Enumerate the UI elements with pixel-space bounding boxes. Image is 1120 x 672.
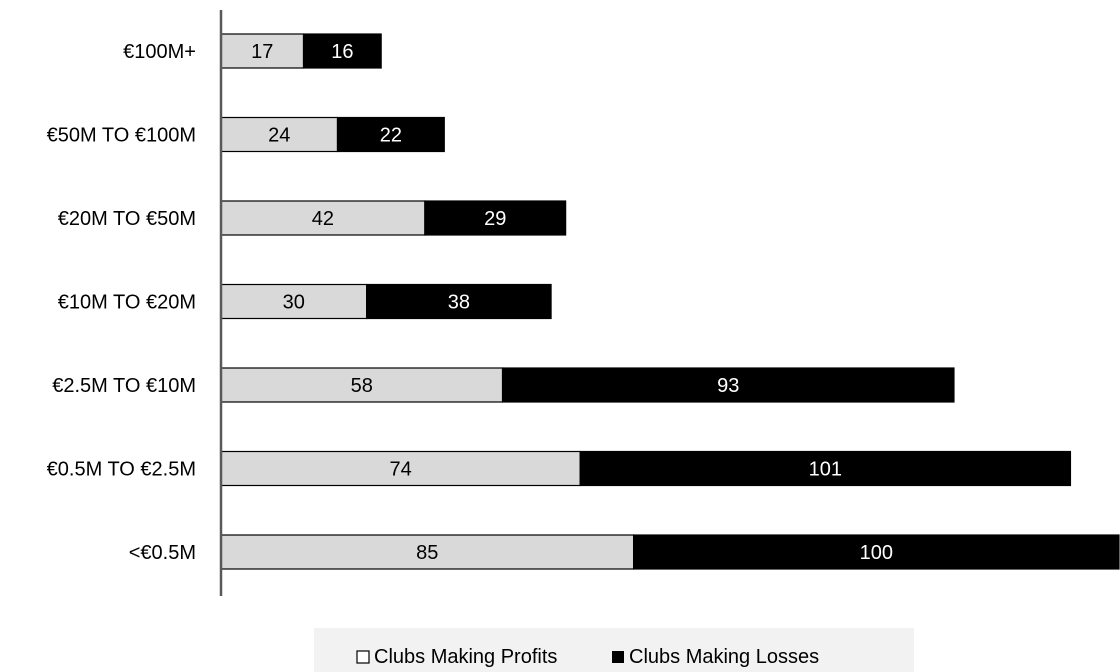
data-label-losses: 38 [448,292,470,314]
category-label: €20M TO €50M [58,208,196,230]
data-label-losses: 29 [484,208,506,230]
bar-segment-profits [220,200,426,236]
data-label-profits: 30 [283,292,305,314]
bar-segment-losses [302,33,382,69]
bars-layer: 17 16 24 22 42 29 30 38 58 93 74 101 85 100 [220,33,1120,570]
data-label-losses: 101 [809,459,842,481]
data-label-profits: 58 [351,375,373,397]
data-label-profits: 74 [389,459,411,481]
data-label-profits: 17 [251,41,273,63]
category-label: €100M+ [123,41,196,63]
data-label-losses: 93 [717,375,739,397]
category-label: €50M TO €100M [47,125,196,147]
bar-segment-profits [220,534,635,570]
bar-segment-losses [366,283,552,320]
category-label: €0.5M TO €2.5M [47,459,196,481]
data-label-losses: 100 [860,542,893,564]
bar-segment-profits [220,116,339,153]
legend-label-losses: Clubs Making Losses [629,646,819,668]
data-label-losses: 16 [331,41,353,63]
legend: Clubs Making Profits Clubs Making Losses [314,628,914,672]
category-labels: €100M+ €50M TO €100M €20M TO €50M €10M TO €… [47,41,196,564]
bar-segment-losses [424,200,567,236]
bar-segment-losses [632,534,1120,570]
category-label: €10M TO €20M [58,292,196,314]
category-label: <€0.5M [129,542,196,564]
legend-background [314,628,914,672]
bar-segment-losses [501,367,955,403]
data-label-losses: 22 [380,125,402,147]
data-label-profits: 42 [312,208,334,230]
legend-swatch-profits [356,650,370,664]
legend-label-profits: Clubs Making Profits [374,646,557,668]
bar-segment-losses [579,450,1072,487]
bar-segment-losses [336,116,445,153]
legend-swatch-losses [612,651,624,663]
data-label-profits: 85 [416,542,438,564]
category-label: €2.5M TO €10M [52,375,196,397]
data-label-profits: 24 [268,125,290,147]
bar-segment-profits [220,283,368,320]
